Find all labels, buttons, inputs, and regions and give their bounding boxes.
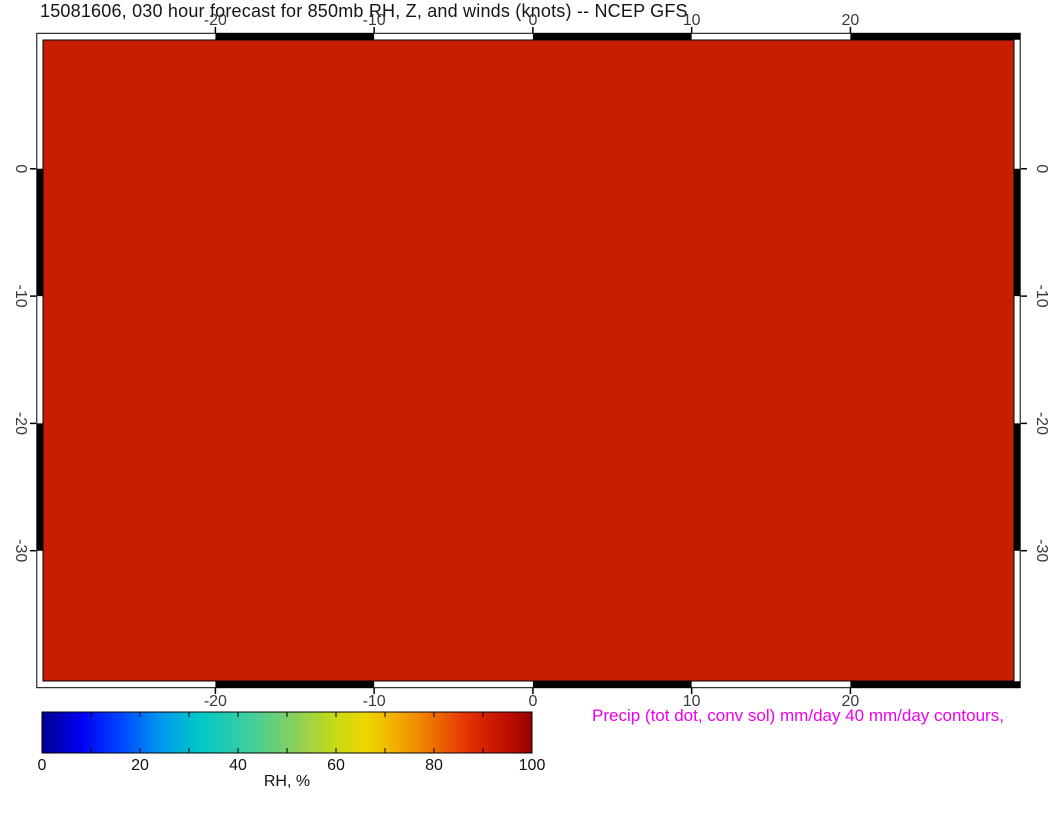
colorbar-tick-label: 0	[38, 757, 47, 774]
lat-tick-label-right: -30	[1033, 539, 1050, 562]
lon-tick-label-bottom: 20	[842, 693, 860, 710]
lon-tick-label-top: 10	[683, 12, 701, 29]
map-frame	[36, 32, 1021, 689]
lon-tick-label-top: -20	[204, 12, 227, 29]
colorbar-title: RH, %	[263, 773, 311, 790]
lon-tick-label-bottom: -10	[363, 693, 386, 710]
lon-tick-label-top: 0	[528, 12, 537, 29]
lat-tick-label-right: -10	[1033, 285, 1050, 308]
colorbar-tick-label: 60	[327, 757, 345, 774]
colorbar-tick-label: 40	[229, 757, 247, 774]
lat-tick-label-left: 0	[12, 164, 29, 173]
lon-tick-label-bottom: 0	[528, 693, 537, 710]
precip-annotation: Precip (tot dot, conv sol) mm/day 40 mm/…	[592, 706, 1004, 725]
lon-tick-label-top: 20	[842, 12, 860, 29]
lon-tick-label-bottom: 10	[683, 693, 701, 710]
colorbar-gradient	[41, 711, 533, 754]
lat-tick-label-right: 0	[1033, 164, 1050, 173]
rh-field-base	[43, 40, 1014, 681]
axes: -20 -20 -10 -10 0 0 10 10 20 20 0 0 -10 -10 -20 -20 -30 -…	[12, 12, 1050, 710]
lat-tick-label-right: -20	[1033, 412, 1050, 435]
plot-title: 15081606, 030 hour forecast for 850mb RH…	[40, 1, 688, 21]
colorbar-tick-label: 100	[519, 757, 546, 774]
lat-tick-label-left: -20	[12, 412, 29, 435]
lon-tick-label-top: -10	[363, 12, 386, 29]
colorbar-tick-label: 80	[425, 757, 443, 774]
colorbar: 0 20 40 60 80 100	[38, 711, 546, 774]
lat-tick-label-left: -10	[12, 285, 29, 308]
lat-tick-label-left: -30	[12, 539, 29, 562]
colorbar-tick-label: 20	[131, 757, 149, 774]
lon-tick-label-bottom: -20	[204, 693, 227, 710]
